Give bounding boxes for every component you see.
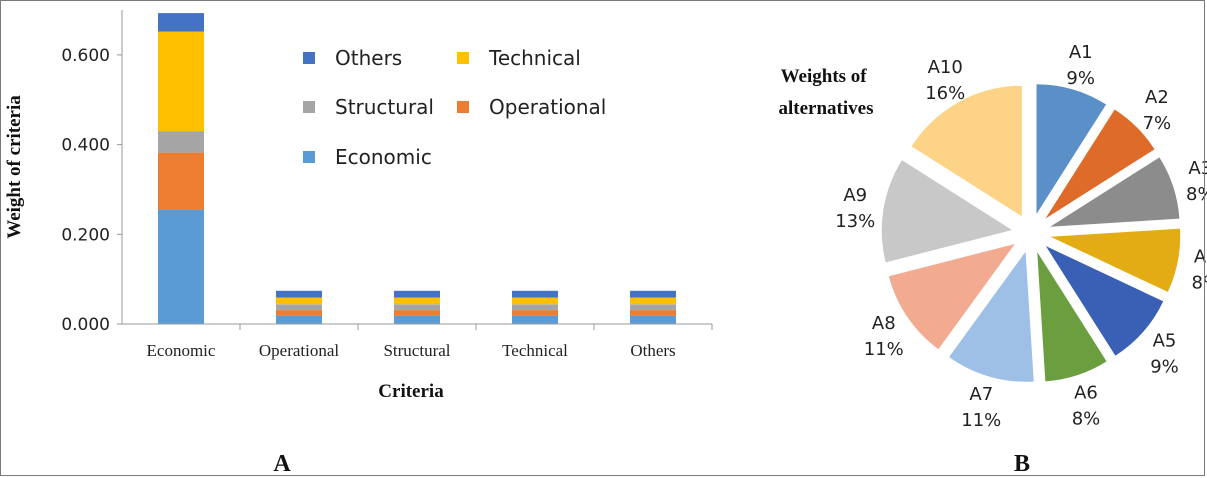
bar-segment-technical-technical [512,297,558,305]
legend-label-structural: Structural [335,95,434,119]
x-tick-label: Operational [259,341,340,360]
pie-title: Weights of alternatives [779,66,874,119]
bar-segment-technical-economic [512,315,558,324]
bar-segment-technical-operational [512,310,558,316]
bar-segment-economic-structural [158,131,204,153]
pie-slice-a5 [1043,243,1165,358]
legend-label-economic: Economic [335,145,432,169]
bar-segment-operational-technical [276,297,322,305]
slice-percent-a1: 9% [1066,68,1095,89]
bar-segment-technical-structural [512,304,558,311]
slice-percent-a7: 11% [961,410,1001,431]
pie-slice-a2 [1043,108,1156,221]
slice-name-a1: A1 [1069,42,1093,63]
stacked-bar-chart: 0.000 0.200 0.400 0.600 Economic Operational… [4,10,713,477]
x-tick-label: Economic [147,341,216,360]
bar-segment-operational-economic [276,315,322,324]
slice-name-a10: A10 [928,57,963,78]
legend-label-technical: Technical [488,46,581,70]
slice-group [880,83,1182,383]
pie-chart: A1 9% A2 7% A3 8% A4 8% A5 9% A6 8% A7 11% A8 11% A9 13% A… [779,42,1207,477]
panel-label-a: A [273,451,291,477]
bar-segment-economic-economic [158,209,204,324]
bar-segment-others-economic [630,315,676,324]
bar-segment-economic-others [158,13,204,32]
legend-label-others: Others [335,46,402,70]
pie-slice-a3 [1047,156,1181,228]
legend-label-operational: Operational [489,95,606,119]
legend-swatch-technical [457,52,469,64]
legend-swatch-operational [457,101,469,113]
bar-segment-economic-technical [158,31,204,132]
slice-name-a9: A9 [843,185,867,206]
slice-percent-a8: 11% [864,339,904,360]
bar-segment-structural-technical [394,297,440,305]
panel-label-b: B [1014,451,1030,477]
slice-percent-a4: 8% [1192,272,1207,293]
bar-segment-operational-others [276,290,322,298]
bar-segment-others-structural [630,304,676,311]
bar-segment-others-technical [630,297,676,305]
slice-labels: A1 9% A2 7% A3 8% A4 8% A5 9% A6 8% A7 11% A8 11% A9 13% A… [835,42,1207,431]
slice-name-a6: A6 [1074,382,1098,403]
slice-name-a3: A3 [1188,158,1207,179]
slice-percent-a10: 16% [925,83,965,104]
slice-name-a4: A4 [1194,246,1207,267]
y-axis-label: Weight of criteria [4,95,25,239]
y-ticks: 0.000 0.200 0.400 0.600 [61,46,122,335]
x-ticks: Economic Operational Structural Technical Ot… [147,324,713,360]
bar-segment-structural-operational [394,310,440,316]
bar-segment-structural-economic [394,315,440,324]
slice-name-a8: A8 [872,313,896,334]
bar-segment-others-others [630,290,676,298]
slice-percent-a3: 8% [1186,184,1207,205]
pie-slice-a7 [947,248,1035,383]
pie-slice-a10 [910,84,1023,219]
slice-percent-a9: 13% [835,211,875,232]
legend-swatch-economic [303,151,315,163]
slice-percent-a5: 9% [1150,357,1179,378]
bar-group [158,13,676,324]
y-tick-label: 0.200 [61,225,110,245]
pie-slice-a8 [887,242,1018,351]
slice-name-a2: A2 [1145,87,1169,108]
pie-slice-a6 [1036,249,1108,383]
y-tick-label: 0.400 [61,136,110,156]
slice-name-a7: A7 [969,384,993,405]
pie-title-line-2: alternatives [779,98,874,119]
bar-segment-others-operational [630,310,676,316]
pie-slice-a1 [1035,83,1108,218]
slice-name-a5: A5 [1153,331,1177,352]
y-tick-label: 0.000 [61,315,110,335]
x-tick-label: Structural [383,341,450,360]
pie-title-line-1: Weights of [781,66,868,87]
y-tick-label: 0.600 [61,46,110,66]
bar-segment-operational-structural [276,304,322,311]
bar-segment-structural-structural [394,304,440,311]
pie-slice-a9 [880,158,1015,264]
bar-segment-economic-operational [158,152,204,210]
legend-swatch-others [303,52,315,64]
bar-segment-operational-operational [276,310,322,316]
slice-percent-a2: 7% [1143,113,1172,134]
x-axis-label: Criteria [378,381,444,402]
x-tick-label: Technical [502,341,568,360]
legend-swatch-structural [303,101,315,113]
x-tick-label: Others [630,341,675,360]
legend: Others Technical Structural Operational Econ… [303,46,606,169]
slice-percent-a6: 8% [1072,408,1101,429]
pie-slice-a4 [1048,227,1182,294]
bar-segment-structural-others [394,290,440,298]
bar-segment-technical-others [512,290,558,298]
